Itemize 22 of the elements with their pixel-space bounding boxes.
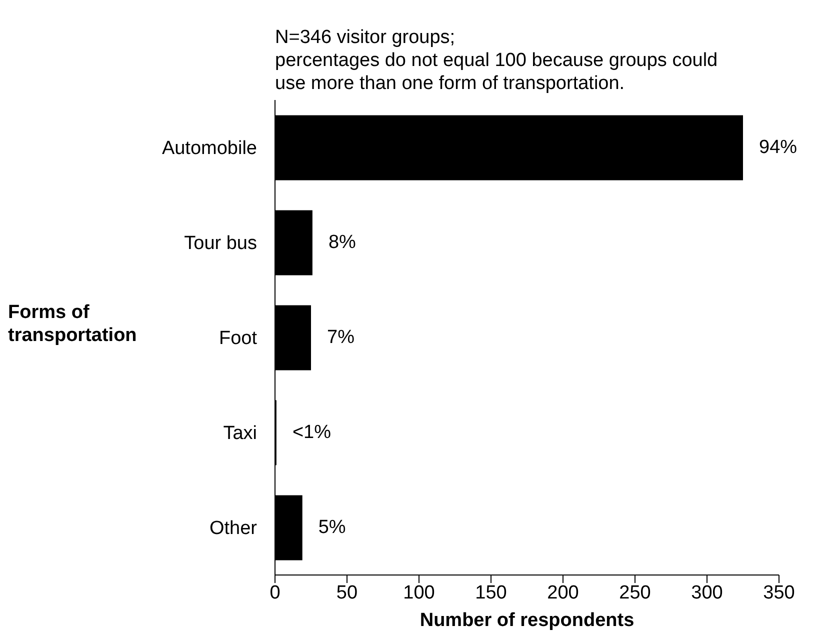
x-tick-label: 50: [336, 582, 358, 604]
y-tick-label: Tour bus: [184, 233, 257, 254]
y-tick-label: Taxi: [223, 423, 257, 444]
x-tick-label: 350: [763, 582, 795, 604]
annotation: <1%: [292, 422, 332, 443]
x-tick-label: 300: [691, 582, 723, 604]
x-tick-label: 100: [403, 582, 435, 604]
y-axis-title: Forms of transportation: [8, 301, 138, 347]
x-tick-label: 250: [619, 582, 651, 604]
annotation: 7%: [327, 327, 355, 348]
annotation: 8%: [328, 232, 356, 253]
y-tick-label: Other: [209, 518, 258, 540]
x-tick-label: 150: [475, 582, 507, 604]
chart-subtitle: percentages do not equal 100 because groups could use more than one form of transportation.: [275, 49, 719, 95]
annotation: 5%: [318, 517, 346, 538]
chart-title: N=346 visitor groups;: [275, 26, 456, 49]
annotation: 94%: [759, 137, 798, 158]
y-tick-label: Foot: [218, 328, 258, 350]
y-tick-label: Automobile: [162, 138, 257, 160]
x-tick-label: 0: [270, 582, 280, 604]
x-tick-label: 200: [547, 582, 579, 604]
x-axis-title: Number of respondents: [420, 610, 634, 631]
